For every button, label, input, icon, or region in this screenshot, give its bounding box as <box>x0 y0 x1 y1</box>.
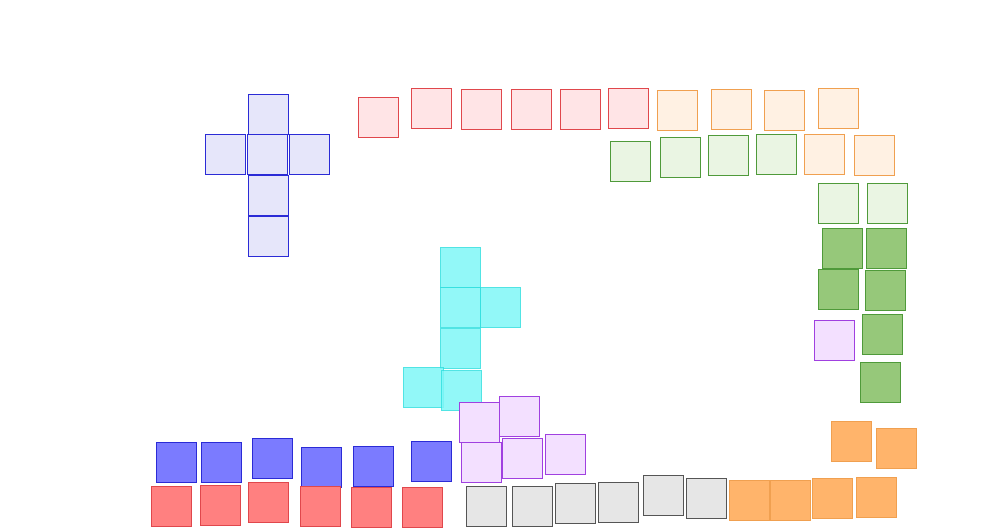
blue-plus-piece-cell-1[interactable] <box>248 94 289 135</box>
blue-solid-row-piece-cell-1[interactable] <box>156 442 197 483</box>
orange-solid-piece-cell-6[interactable] <box>856 477 897 518</box>
cyan-piece-cell-1[interactable] <box>440 247 481 288</box>
cyan-piece-cell-3[interactable] <box>480 287 521 328</box>
green-light-piece-cell-5[interactable] <box>818 183 859 224</box>
orange-solid-piece-cell-4[interactable] <box>770 480 811 521</box>
red-row-piece-cell-3[interactable] <box>461 89 502 130</box>
red-row-piece-cell-5[interactable] <box>560 89 601 130</box>
blue-solid-row-piece-cell-3[interactable] <box>252 438 293 479</box>
orange-top-piece-cell-2[interactable] <box>711 89 752 130</box>
violet-piece-cell-3[interactable] <box>461 442 502 483</box>
blue-plus-piece-cell-2[interactable] <box>205 134 246 175</box>
green-light-piece-cell-3[interactable] <box>708 135 749 176</box>
blue-plus-piece-cell-5[interactable] <box>248 175 289 216</box>
green-light-piece-cell-1[interactable] <box>610 141 651 182</box>
violet-piece-cell-5[interactable] <box>545 434 586 475</box>
green-solid-piece-cell-6[interactable] <box>860 362 901 403</box>
red-row-piece-cell-4[interactable] <box>511 89 552 130</box>
orange-top-piece-cell-3[interactable] <box>764 90 805 131</box>
blue-solid-row-piece-cell-4[interactable] <box>301 447 342 488</box>
red-solid-row-piece-cell-3[interactable] <box>248 482 289 523</box>
violet-single-piece-cell-1[interactable] <box>814 320 855 361</box>
green-solid-piece-cell-4[interactable] <box>865 270 906 311</box>
orange-top-piece-cell-6[interactable] <box>854 135 895 176</box>
green-solid-piece-cell-2[interactable] <box>866 228 907 269</box>
green-light-piece-cell-4[interactable] <box>756 134 797 175</box>
red-solid-row-piece-cell-2[interactable] <box>200 485 241 526</box>
game-board <box>151 88 917 528</box>
blue-solid-row-piece-cell-5[interactable] <box>353 446 394 487</box>
orange-top-piece-cell-4[interactable] <box>818 88 859 129</box>
red-row-piece-cell-1[interactable] <box>358 97 399 138</box>
gray-row-piece-cell-3[interactable] <box>555 483 596 524</box>
red-row-piece-cell-2[interactable] <box>411 88 452 129</box>
cyan-piece-cell-5[interactable] <box>403 367 444 408</box>
violet-piece-cell-1[interactable] <box>459 402 500 443</box>
red-solid-row-piece-cell-5[interactable] <box>351 487 392 528</box>
gray-row-piece-cell-4[interactable] <box>598 482 639 523</box>
green-solid-piece-cell-5[interactable] <box>862 314 903 355</box>
green-solid-piece-cell-1[interactable] <box>822 228 863 269</box>
red-solid-row-piece-cell-4[interactable] <box>300 486 341 527</box>
red-solid-row-piece-cell-1[interactable] <box>151 486 192 527</box>
orange-solid-piece-cell-2[interactable] <box>876 428 917 469</box>
red-row-piece-cell-6[interactable] <box>608 88 649 129</box>
blue-plus-piece-cell-4[interactable] <box>289 134 330 175</box>
violet-piece-cell-2[interactable] <box>499 396 540 437</box>
green-solid-piece-cell-3[interactable] <box>818 269 859 310</box>
gray-row-piece-cell-1[interactable] <box>466 486 507 527</box>
cyan-piece-cell-2[interactable] <box>440 287 481 328</box>
violet-piece-cell-4[interactable] <box>502 438 543 479</box>
red-solid-row-piece-cell-6[interactable] <box>402 487 443 528</box>
blue-solid-row-piece-cell-2[interactable] <box>201 442 242 483</box>
blue-solid-row-piece-cell-6[interactable] <box>411 441 452 482</box>
gray-row-piece-cell-5[interactable] <box>643 475 684 516</box>
orange-solid-piece-cell-1[interactable] <box>831 421 872 462</box>
green-light-piece-cell-6[interactable] <box>867 183 908 224</box>
blue-plus-piece-cell-6[interactable] <box>248 216 289 257</box>
orange-top-piece-cell-1[interactable] <box>657 90 698 131</box>
gray-row-piece-cell-6[interactable] <box>686 478 727 519</box>
orange-solid-piece-cell-3[interactable] <box>729 480 770 521</box>
orange-solid-piece-cell-5[interactable] <box>812 478 853 519</box>
gray-row-piece-cell-2[interactable] <box>512 486 553 527</box>
green-light-piece-cell-2[interactable] <box>660 137 701 178</box>
blue-plus-piece-cell-3[interactable] <box>247 134 288 175</box>
cyan-piece-cell-4[interactable] <box>440 328 481 369</box>
orange-top-piece-cell-5[interactable] <box>804 134 845 175</box>
